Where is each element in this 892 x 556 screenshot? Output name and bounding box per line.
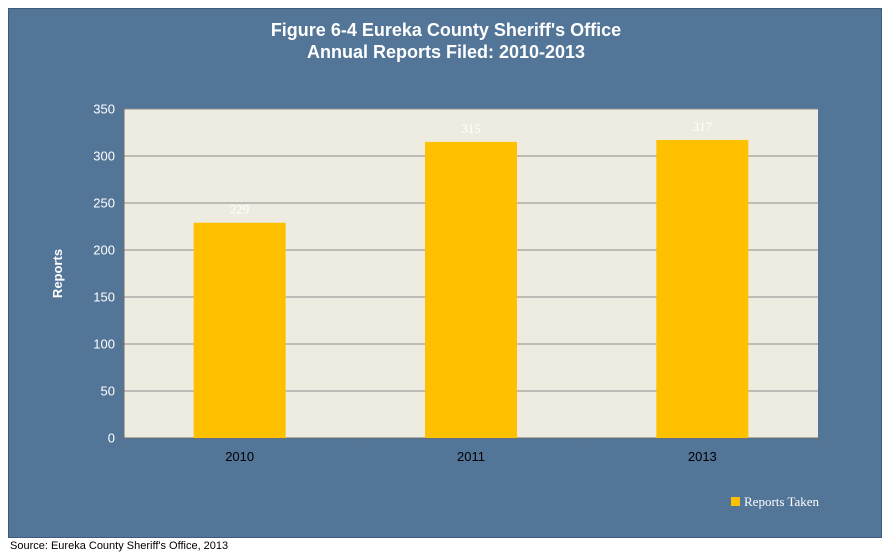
chart-frame: Figure 6-4 Eureka County Sheriff's Offic… (8, 8, 882, 538)
chart-subtitle: Annual Reports Filed: 2010-2013 (306, 42, 586, 62)
bar-chart: 0 50 100 150 200 250 300 350 229 2010 315 2011 317 20… (50, 102, 820, 510)
y-tick-label: 300 (93, 149, 115, 164)
y-tick-label: 150 (93, 290, 115, 305)
source-note: Source: Eureka County Sheriff's Office, … (10, 540, 229, 552)
bar-2010 (193, 222, 286, 438)
x-tick-label: 2013 (688, 449, 717, 464)
bar-2011 (425, 141, 517, 438)
y-axis-title: Reports (50, 249, 65, 298)
y-tick-label: 250 (93, 196, 115, 211)
legend-swatch (731, 497, 740, 506)
y-tick-label: 350 (93, 102, 115, 117)
chart-title-block: Figure 6-4 Eureka County Sheriff's Offic… (9, 19, 883, 63)
legend-label: Reports Taken (744, 494, 820, 509)
y-tick-label: 200 (93, 243, 115, 258)
chart-title: Figure 6-4 Eureka County Sheriff's Offic… (270, 20, 622, 40)
data-label-2011: 315 (461, 121, 481, 136)
y-tick-label: 50 (101, 384, 115, 399)
data-label-2013: 317 (693, 119, 713, 134)
x-tick-label: 2010 (225, 449, 254, 464)
bar-2013 (656, 140, 749, 438)
x-tick-label: 2011 (457, 449, 485, 464)
y-tick-label: 100 (93, 337, 115, 352)
y-tick-label: 0 (108, 431, 115, 446)
data-label-2010: 229 (230, 202, 250, 217)
